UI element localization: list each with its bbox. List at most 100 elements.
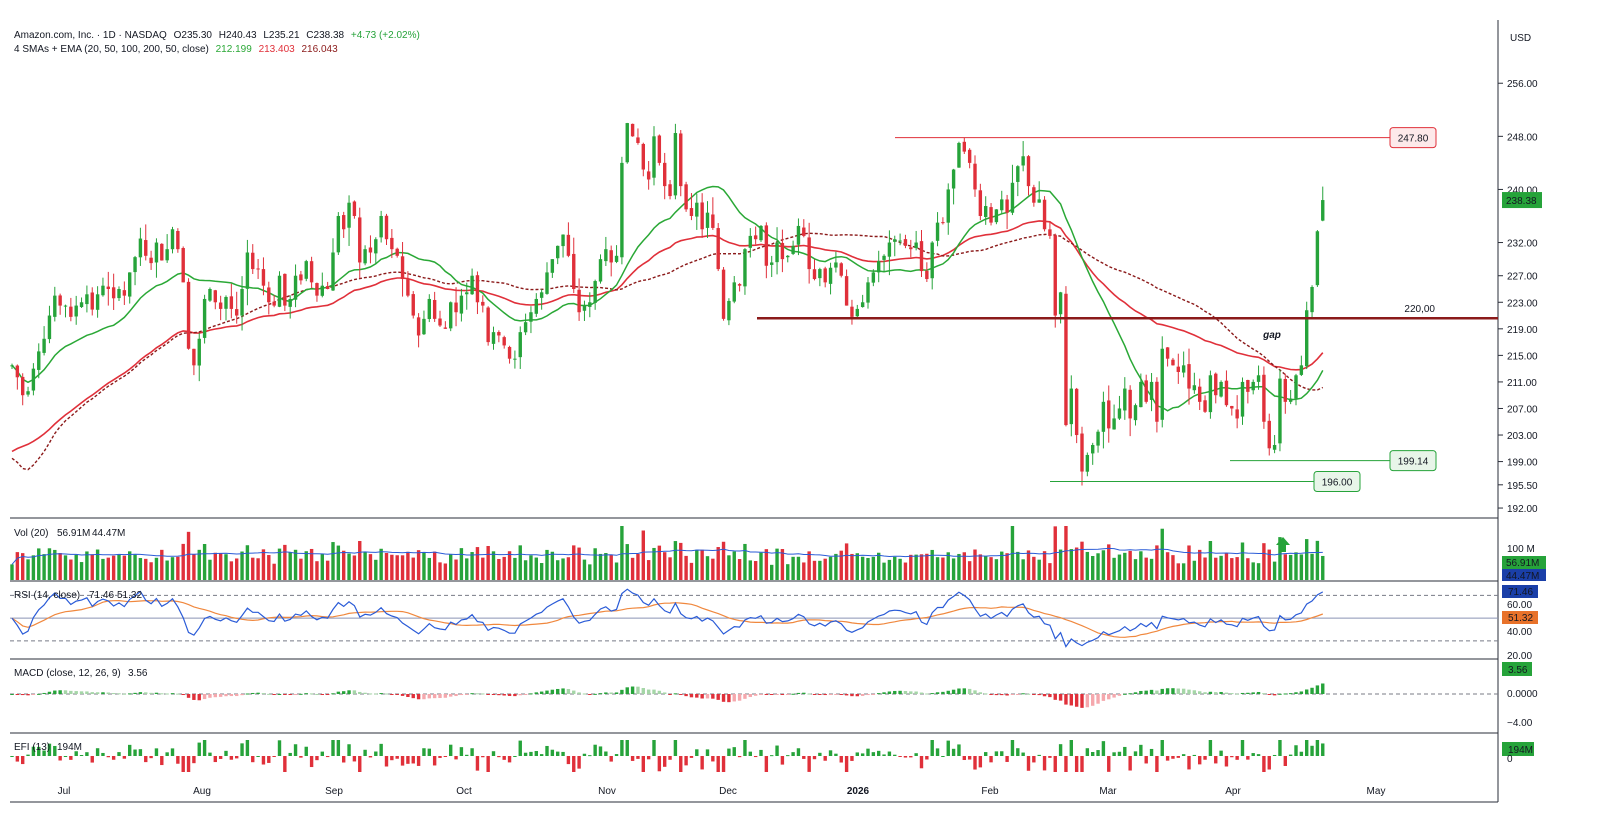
macd-bar	[58, 690, 62, 694]
candle	[481, 295, 485, 313]
macd-bar	[636, 686, 640, 694]
efi-bar	[673, 740, 678, 756]
efi-bar	[1321, 743, 1325, 756]
volume-bar	[277, 548, 282, 580]
volume-bar	[941, 557, 945, 580]
volume-bar	[534, 557, 538, 580]
volume-bar	[614, 562, 619, 580]
macd-badge	[1502, 662, 1532, 676]
macd-bar	[1181, 688, 1186, 694]
efi-bar	[657, 756, 662, 772]
candle	[170, 226, 175, 254]
currency-label[interactable]: USD	[1510, 33, 1532, 44]
candle-body	[898, 240, 902, 242]
macd-bar	[235, 694, 239, 697]
efi-bar	[432, 756, 437, 766]
volume-bar	[844, 543, 849, 580]
candle-body	[368, 247, 373, 253]
candle-body	[679, 133, 683, 187]
macd-bar	[138, 692, 143, 694]
efi-bar	[406, 756, 410, 764]
candle-body	[1021, 156, 1025, 166]
candle	[893, 235, 897, 257]
efi-bar	[160, 756, 164, 766]
candle	[21, 373, 25, 406]
efi-bar	[1021, 752, 1025, 756]
candle-body	[358, 217, 362, 263]
volume-bar	[192, 554, 196, 580]
time-label: Nov	[598, 786, 616, 797]
candle	[984, 196, 988, 225]
efi-bar	[732, 747, 736, 756]
candle-body	[224, 296, 228, 309]
candle	[1321, 186, 1325, 222]
volume-bar	[144, 558, 148, 580]
macd-bar	[753, 694, 758, 696]
time-label: Mar	[1099, 786, 1117, 797]
candle	[342, 211, 346, 238]
volume-bar	[1294, 552, 1298, 580]
candle	[1128, 385, 1132, 437]
candle	[336, 212, 341, 255]
candle-body	[406, 279, 410, 296]
volume-bar	[641, 530, 645, 580]
candle	[839, 262, 843, 278]
macd-bar	[486, 694, 490, 695]
macd-bar	[1053, 694, 1057, 700]
macd-bar	[497, 694, 501, 696]
moving-averages	[11, 185, 1324, 471]
candle-body	[384, 215, 389, 240]
time-label: Apr	[1225, 786, 1241, 797]
efi-title: EFI (13)	[14, 742, 50, 753]
volume-bar	[1112, 557, 1116, 580]
volume-bar	[465, 558, 469, 580]
efi-bar	[1165, 756, 1170, 761]
volume-bar	[523, 560, 528, 580]
candle	[668, 179, 672, 200]
efi-bar	[539, 754, 544, 756]
candle	[1096, 429, 1100, 453]
volume-bar	[572, 545, 576, 580]
macd-bar	[705, 694, 710, 699]
efi-bar	[208, 752, 212, 756]
candle-body	[523, 322, 528, 333]
macd-bar	[582, 693, 587, 695]
efi-bar	[946, 740, 950, 756]
efi-bar	[967, 756, 972, 760]
volume-bar	[1091, 555, 1095, 580]
candle	[1123, 377, 1127, 420]
efi-bar	[844, 756, 849, 772]
vol-badge-label: 56.91M	[1506, 558, 1539, 569]
efi-bar	[646, 756, 651, 760]
candle-body	[272, 301, 276, 306]
efi-bar	[363, 749, 367, 756]
macd-bar	[679, 694, 683, 695]
candle-body	[727, 300, 731, 321]
candle-body	[550, 259, 555, 273]
candle-body	[202, 298, 207, 338]
candle	[791, 240, 795, 256]
macd-bar	[786, 694, 790, 695]
macd-bar	[283, 694, 287, 695]
volume-bar	[759, 552, 763, 580]
candle-body	[770, 262, 774, 265]
volume-bar	[887, 559, 892, 580]
macd-bar	[1048, 694, 1052, 698]
efi-bar	[69, 756, 73, 760]
candle	[657, 134, 662, 166]
efi-bar	[21, 756, 25, 765]
volume-bar	[416, 550, 421, 580]
candle-body	[764, 225, 769, 266]
volume-bar	[598, 553, 603, 580]
candle	[176, 228, 180, 253]
candle	[1155, 377, 1159, 433]
volume-bar	[1187, 545, 1191, 580]
ma-legend[interactable]: 4 SMAs + EMA (20, 50, 100, 200, 50, clos…	[14, 44, 342, 55]
volume-bar	[176, 556, 180, 580]
efi-tick-0: 0	[1507, 754, 1513, 765]
efi-bar	[138, 749, 143, 756]
time-label: Sep	[325, 786, 343, 797]
